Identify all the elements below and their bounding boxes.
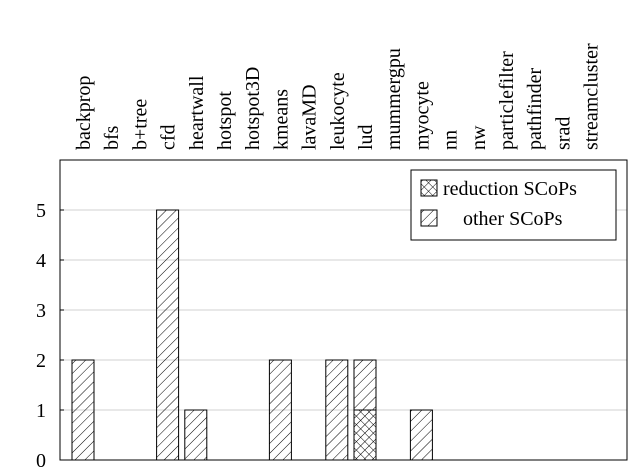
y-tick-label: 0 [36, 450, 46, 468]
x-category-label: heartwall [186, 75, 208, 150]
x-category-label: backprop [73, 76, 95, 150]
bars [71, 209, 433, 461]
x-category-label: pathfinder [524, 67, 546, 150]
x-category-label: cfd [158, 124, 180, 150]
x-category-label: nn [440, 130, 462, 150]
x-category-label: kmeans [270, 89, 292, 150]
bar-myocyte-other [409, 409, 433, 461]
y-tick-label: 1 [36, 400, 46, 422]
x-category-label: hotspot3D [242, 67, 264, 150]
x-category-label: hotspot [214, 91, 236, 150]
x-category-label: b+tree [129, 99, 151, 150]
x-category-label: nw [468, 125, 490, 150]
y-tick-label: 3 [36, 300, 46, 322]
bar-kmeans-other [268, 359, 292, 461]
legend-box [410, 169, 617, 241]
legend-swatch-other [420, 209, 438, 227]
x-category-label: myocyte [411, 81, 433, 150]
bar-lud-other [353, 359, 377, 411]
legend-label: reduction SCoPs [443, 178, 577, 200]
legend: reduction SCoPs other SCoPs [410, 169, 617, 241]
x-category-label: bfs [101, 125, 123, 150]
x-category-label: srad [552, 117, 574, 150]
x-category-label: particlefilter [496, 51, 518, 150]
bar-cfd-other [156, 209, 180, 461]
x-category-label: leukocyte [327, 72, 349, 150]
x-category-label: mummergpu [383, 48, 405, 150]
bar-backprop-other [71, 359, 95, 461]
legend-swatch-reduction [420, 179, 438, 197]
x-axis-categories: backprop bfs b+tree cfd heartwall hotspot hots… [73, 43, 603, 150]
bar-leukocyte-other [325, 359, 349, 461]
y-tick-label: 4 [36, 250, 46, 272]
x-category-label: lud [355, 124, 377, 150]
gridlines [60, 209, 627, 411]
bar-heartwall-other [184, 409, 208, 461]
x-category-label: lavaMD [299, 84, 321, 150]
y-tick-label: 2 [36, 350, 46, 372]
y-tick-label: 5 [36, 200, 46, 222]
x-category-label: streamcluster [581, 43, 603, 150]
y-axis-ticks: 0 1 2 3 4 5 [36, 200, 64, 468]
legend-label: other SCoPs [463, 208, 563, 230]
bar-lud-reduction [353, 409, 377, 461]
